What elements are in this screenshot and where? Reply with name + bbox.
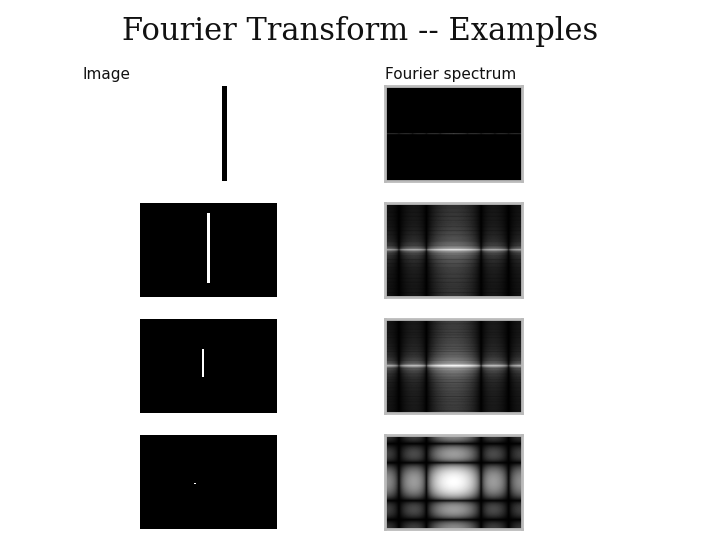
Text: Fourier spectrum: Fourier spectrum [385,68,516,83]
Text: Fourier Transform -- Examples: Fourier Transform -- Examples [122,16,598,47]
Text: Image: Image [83,68,131,83]
